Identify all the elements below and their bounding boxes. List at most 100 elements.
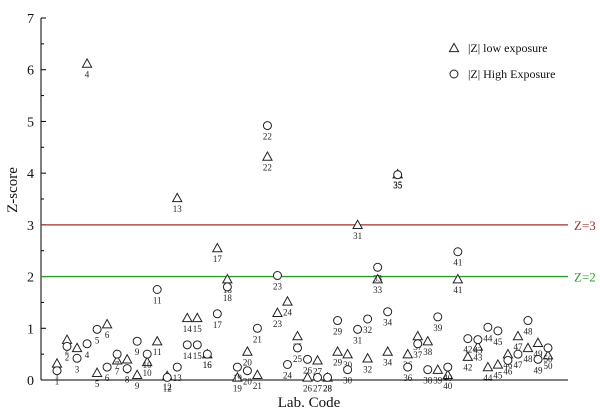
point-label: 4 (85, 350, 90, 360)
circle-marker (543, 343, 553, 353)
triangle-marker (312, 354, 323, 365)
y-tick-label: 1 (27, 322, 34, 337)
point-label: 42 (463, 345, 472, 355)
point-label: 20 (243, 377, 253, 387)
point-label: 32 (363, 364, 372, 374)
circle-marker (423, 365, 433, 375)
point-label: 24 (283, 307, 293, 317)
circle-marker (202, 349, 212, 359)
triangle-marker (121, 353, 133, 364)
point-label: 21 (253, 334, 262, 344)
circle-marker (513, 349, 523, 359)
triangle-marker (151, 335, 163, 346)
point-label: 28 (323, 383, 333, 393)
point-label: 11 (153, 347, 162, 357)
triangle-marker (402, 348, 414, 359)
point-label: 43 (473, 352, 483, 362)
y-tick-label: 7 (27, 12, 34, 27)
circle-marker (363, 314, 373, 324)
point-label: 41 (453, 258, 462, 268)
point-label: 38 (423, 376, 433, 386)
point-label: 42 (463, 363, 472, 373)
y-tick-label: 6 (27, 64, 34, 79)
point-label: 31 (353, 335, 362, 345)
circle-marker (503, 355, 513, 365)
point-label: 10 (143, 368, 153, 378)
triangle-marker (492, 358, 504, 369)
y-tick-label: 3 (27, 219, 34, 234)
circle-marker (393, 170, 403, 180)
point-label: 7 (115, 366, 120, 376)
triangle-marker (111, 354, 123, 365)
circle-marker (162, 372, 172, 382)
point-label: 5 (95, 379, 100, 389)
point-label: 32 (363, 325, 372, 335)
point-label: 19 (233, 383, 243, 393)
circle-marker (132, 336, 142, 346)
circle-marker (333, 316, 343, 326)
circle-marker (52, 366, 62, 376)
circle-marker (282, 359, 292, 369)
triangle-marker (462, 351, 474, 361)
point-label: 28 (323, 383, 333, 393)
point-label: 40 (443, 381, 453, 391)
circle-marker (453, 247, 463, 257)
circle-marker (449, 69, 459, 79)
circle-marker (252, 323, 262, 333)
circle-marker (523, 316, 533, 326)
triangle-marker (91, 367, 103, 377)
circle-marker (222, 282, 232, 292)
point-label: 12 (163, 383, 172, 393)
circle-marker (192, 340, 202, 350)
triangle-marker (221, 273, 233, 284)
circle-marker (82, 339, 92, 349)
circle-marker (242, 366, 252, 376)
triangle-marker (362, 352, 374, 363)
point-label: 2 (65, 352, 70, 362)
legend-entry: |Z| High Exposure (468, 67, 555, 81)
point-label: 36 (403, 373, 413, 383)
point-label: 13 (173, 373, 183, 383)
circle-marker (172, 362, 182, 372)
point-label: 48 (523, 354, 533, 364)
triangle-marker (271, 307, 283, 317)
point-label: 44 (483, 373, 493, 383)
point-label: 50 (544, 361, 554, 371)
triangle-marker (251, 369, 263, 380)
reference-line-label: Z=3 (574, 218, 596, 233)
point-label: 38 (423, 347, 433, 357)
circle-marker (292, 343, 302, 353)
circle-marker (373, 262, 383, 272)
point-label: 18 (223, 293, 233, 303)
point-label: 9 (135, 381, 140, 391)
point-label: 8 (125, 375, 130, 385)
point-label: 23 (273, 319, 283, 329)
point-label: 5 (95, 335, 100, 345)
circle-marker (403, 362, 413, 372)
point-label: 21 (253, 381, 262, 391)
point-label: 15 (193, 351, 203, 361)
circle-marker (212, 309, 222, 319)
circle-marker (323, 372, 333, 382)
circle-marker (473, 335, 483, 345)
triangle-marker (332, 345, 344, 356)
triangle-marker (442, 369, 454, 380)
circle-marker (182, 340, 192, 350)
point-label: 12 (163, 382, 172, 392)
y-axis-title: Z-score (5, 167, 21, 213)
point-label: 17 (213, 320, 223, 330)
triangle-marker (241, 345, 253, 356)
reference-line-label: Z=2 (574, 270, 596, 285)
point-label: 27 (313, 383, 323, 393)
y-tick-label: 2 (27, 271, 34, 286)
triangle-marker (81, 57, 93, 68)
data-marks: 1234567891011121314151617181920212223242… (51, 57, 554, 393)
x-axis-title: Lab. Code (278, 395, 341, 411)
circle-marker (122, 364, 132, 374)
legend: |Z| low exposure |Z| High Exposure (448, 41, 555, 81)
point-label: 26 (303, 383, 313, 393)
point-label: 7 (115, 360, 120, 370)
triangle-marker (472, 340, 484, 351)
y-tick-label: 4 (27, 167, 34, 182)
